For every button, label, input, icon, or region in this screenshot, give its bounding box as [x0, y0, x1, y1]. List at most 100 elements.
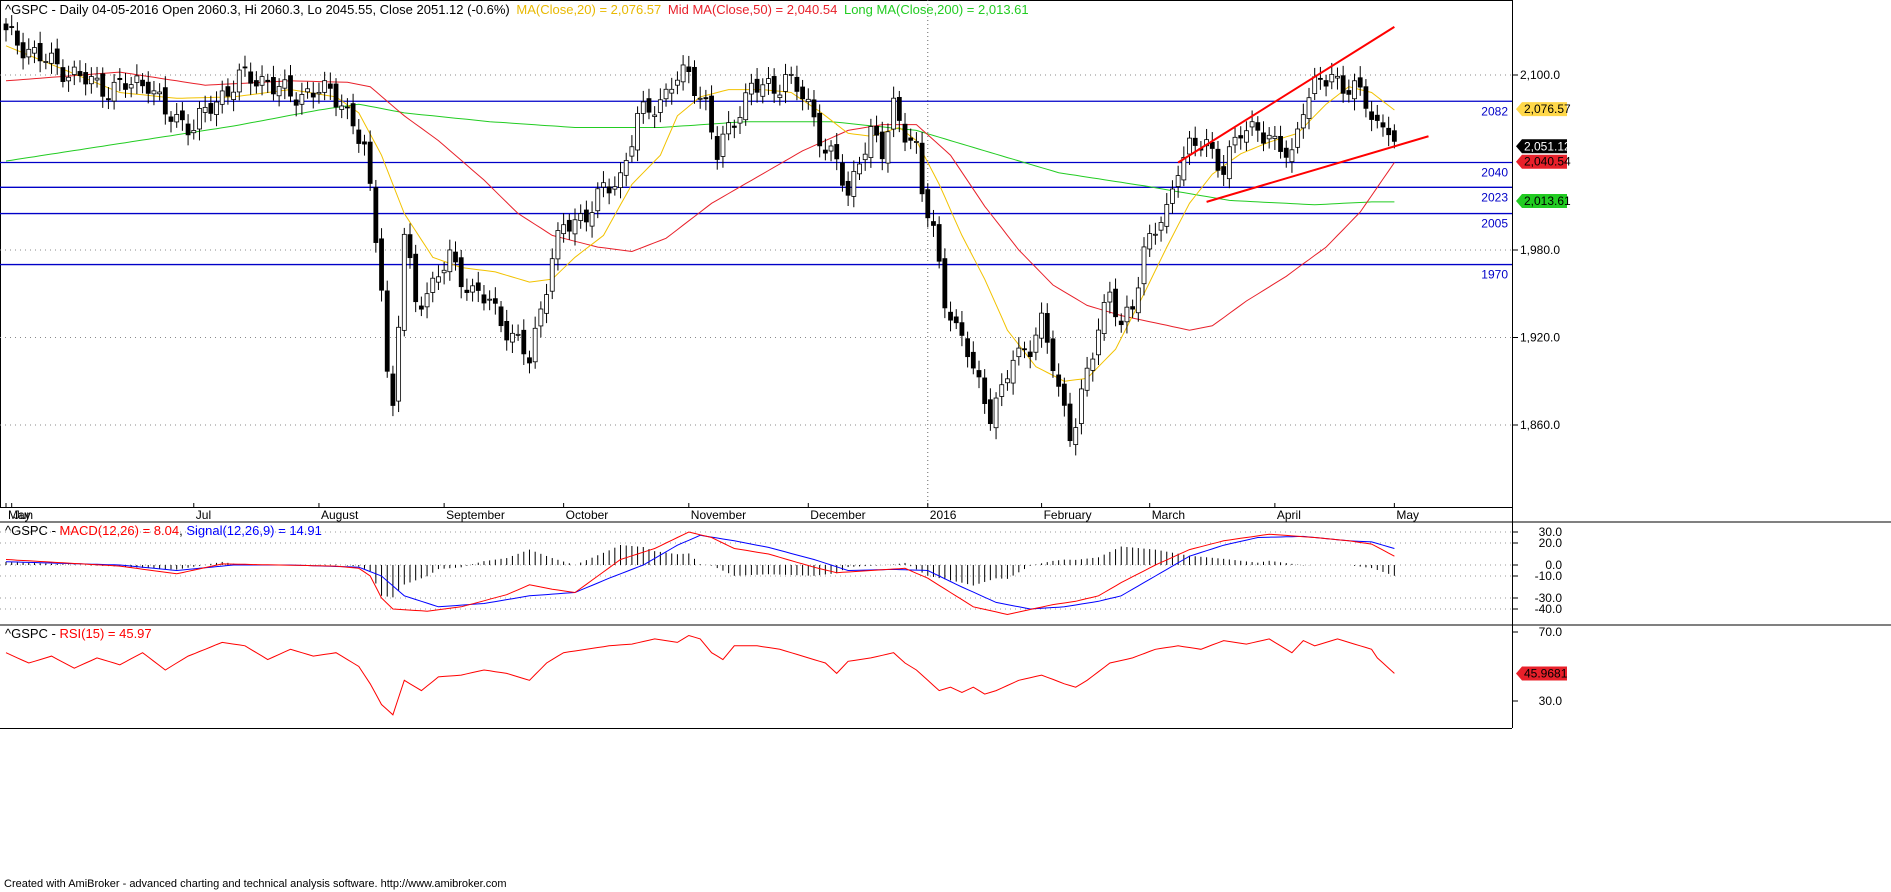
candle-body	[299, 94, 305, 105]
candle-body	[231, 91, 237, 100]
candle-body	[692, 66, 697, 97]
candle-body	[356, 129, 362, 144]
price-frame	[0, 0, 1513, 508]
candle-body	[424, 293, 430, 308]
candle-body	[1300, 114, 1306, 129]
month-label: May	[8, 508, 31, 522]
candle-body	[185, 123, 191, 136]
candle-body	[401, 233, 407, 331]
value-tag-label: 2,076.57	[1524, 102, 1571, 116]
candle-body	[510, 332, 515, 343]
candle-body	[652, 114, 658, 117]
candle-body	[191, 130, 197, 134]
candle-body	[1084, 367, 1090, 391]
candle-body	[845, 180, 851, 196]
candle-body	[640, 101, 646, 114]
candle-body	[862, 153, 868, 161]
candle-body	[544, 294, 549, 314]
value-tag	[1516, 102, 1567, 117]
candle-body	[583, 209, 589, 223]
candle-body	[1278, 136, 1283, 152]
macd-tick-label: -30.0	[1535, 591, 1563, 605]
rsi-header: ^GSPC - RSI(15) = 45.97	[5, 626, 152, 641]
candle-body	[942, 258, 948, 309]
candle-body	[128, 84, 134, 89]
candle-body	[316, 91, 322, 95]
candle-body	[1369, 111, 1374, 120]
candle-body	[1044, 313, 1050, 343]
price-tick-label: 1,920.0	[1520, 331, 1560, 345]
candle-body	[458, 257, 464, 288]
candle-body	[145, 81, 151, 94]
candle-body	[982, 377, 988, 405]
month-label: Jul	[196, 508, 211, 522]
candle-body	[390, 373, 396, 406]
candle-body	[595, 188, 601, 212]
candle-body	[1147, 233, 1153, 250]
candle-body	[675, 79, 680, 86]
candles	[3, 15, 1397, 456]
candle-body	[1073, 427, 1079, 446]
candle-body	[350, 103, 356, 127]
macd-histogram	[5, 544, 1395, 598]
candle-body	[344, 106, 350, 109]
candle-body	[612, 186, 618, 190]
candle-body	[373, 187, 379, 243]
candle-body	[225, 86, 231, 97]
price-header-title: ^GSPC - Daily 04-05-2016 Open 2060.3, Hi…	[5, 2, 510, 17]
candle-body	[737, 117, 743, 124]
rsi-header-prefix: ^GSPC -	[5, 626, 60, 641]
candle-body	[100, 73, 106, 97]
candle-body	[1141, 246, 1147, 285]
candle-body	[32, 47, 37, 54]
candle-body	[549, 258, 555, 292]
candle-body	[902, 123, 908, 143]
candle-body	[1033, 334, 1039, 353]
candle-body	[26, 48, 32, 58]
candle-body	[168, 116, 174, 122]
candle-body	[874, 125, 879, 136]
month-label: August	[321, 508, 359, 522]
macd-header: ^GSPC - MACD(12,26) = 8.04, Signal(12,26…	[5, 523, 322, 538]
candle-body	[236, 69, 242, 93]
candle-body	[1340, 75, 1346, 94]
candle-body	[800, 86, 805, 100]
candle-body	[413, 253, 419, 303]
ma50-label: Mid MA(Close,50) = 2,040.54	[667, 2, 838, 17]
candle-body	[310, 92, 316, 98]
candle-body	[1192, 137, 1198, 146]
candle-body	[931, 221, 936, 226]
candle-body	[71, 66, 77, 75]
candle-body	[242, 66, 248, 69]
candle-body	[1272, 135, 1278, 139]
candle-body	[179, 110, 185, 121]
candle-body	[953, 316, 959, 324]
candle-body	[282, 79, 288, 89]
candle-body	[117, 77, 123, 80]
candle-body	[407, 234, 413, 259]
candle-body	[265, 79, 271, 83]
candle-body	[589, 212, 595, 227]
candle-body	[1249, 121, 1255, 128]
month-label: December	[810, 508, 865, 522]
candle-body	[384, 290, 390, 372]
candle-body	[379, 238, 384, 291]
month-label: 2016	[930, 508, 957, 522]
candle-body	[487, 298, 493, 301]
candle-body	[993, 397, 999, 429]
candle-body	[840, 162, 845, 186]
candle-body	[1266, 134, 1272, 140]
candle-body	[1101, 302, 1107, 335]
candle-body	[498, 306, 504, 327]
candle-body	[1056, 374, 1062, 387]
price-panel: 2,100.0 1,980.0 1,920.0 1,860.0 2082 2040 2023…	[0, 0, 1571, 522]
candle-body	[657, 99, 663, 113]
ma200-label: Long MA(Close,200) = 2,013.61	[843, 2, 1029, 17]
candle-body	[248, 71, 254, 84]
candle-body	[1209, 141, 1215, 149]
month-label: November	[691, 508, 746, 522]
level-label-2040: 2040	[1481, 166, 1508, 180]
candle-body	[1226, 146, 1232, 180]
candle-body	[1215, 148, 1221, 171]
candle-body	[606, 186, 612, 194]
